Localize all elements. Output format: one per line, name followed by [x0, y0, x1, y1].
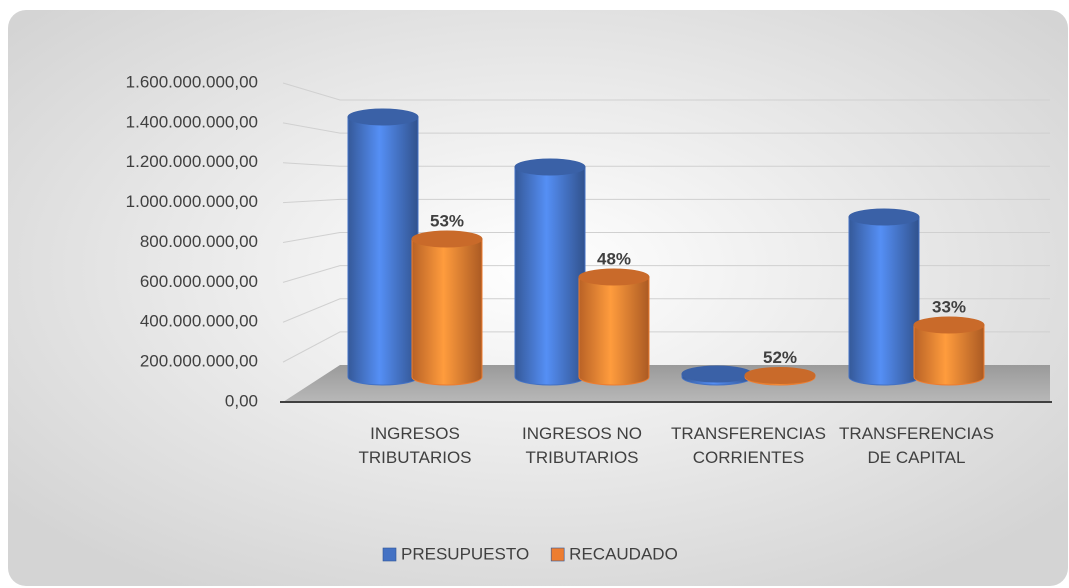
grid-line	[282, 265, 1050, 283]
bar	[347, 108, 419, 386]
grid-line	[282, 232, 1050, 243]
bar	[744, 366, 816, 386]
grid-line	[282, 331, 1050, 363]
legend-label: PRESUPUESTO	[401, 544, 529, 563]
grid-line	[282, 82, 1050, 101]
legend-label: RECAUDADO	[569, 544, 678, 563]
bar	[681, 365, 753, 386]
bar	[578, 268, 650, 386]
y-tick-label: 1.400.000.000,00	[126, 112, 258, 131]
bar-top	[347, 108, 419, 126]
bar-body	[578, 276, 650, 386]
x-tick-label: INGRESOS NO TRIBUTARIOS	[522, 424, 642, 467]
bar-top	[848, 208, 920, 226]
bar	[913, 316, 985, 386]
bar-body	[514, 166, 586, 386]
legend-swatch	[550, 547, 565, 562]
grid-line	[282, 298, 1050, 323]
y-tick-label: 600.000.000,00	[140, 272, 258, 291]
percent-label: 52%	[763, 348, 797, 367]
y-tick-label: 1.200.000.000,00	[126, 152, 258, 171]
bar-body	[347, 116, 419, 386]
y-tick-label: 800.000.000,00	[140, 232, 258, 251]
y-tick-label: 1.000.000.000,00	[126, 192, 258, 211]
bar	[848, 208, 920, 386]
bar-body	[848, 216, 920, 386]
bar-body	[913, 324, 985, 386]
bar-body	[411, 238, 483, 386]
percent-label: 48%	[597, 249, 631, 268]
x-tick-label: INGRESOS TRIBUTARIOS	[358, 424, 472, 467]
x-tick-label: TRANSFERENCIAS DE CAPITAL	[839, 424, 994, 467]
y-tick-label: 0,00	[225, 391, 258, 410]
grid-line	[282, 198, 1050, 204]
bar-top	[744, 366, 816, 384]
percent-label: 33%	[932, 297, 966, 316]
bar	[514, 158, 586, 386]
y-tick-label: 400.000.000,00	[140, 312, 258, 331]
bar-top	[411, 230, 483, 248]
percent-label: 53%	[430, 211, 464, 230]
x-tick-label: TRANSFERENCIAS CORRIENTES	[671, 424, 826, 467]
grid-line	[282, 162, 1050, 167]
y-tick-label: 1.600.000.000,00	[126, 72, 258, 91]
bar-top	[578, 268, 650, 286]
bar-top	[913, 316, 985, 334]
y-tick-label: 200.000.000,00	[140, 352, 258, 371]
legend-swatch	[382, 547, 397, 562]
bar-top	[514, 158, 586, 176]
grid-line	[282, 122, 1050, 134]
bar-top	[681, 365, 753, 383]
bar	[411, 230, 483, 386]
